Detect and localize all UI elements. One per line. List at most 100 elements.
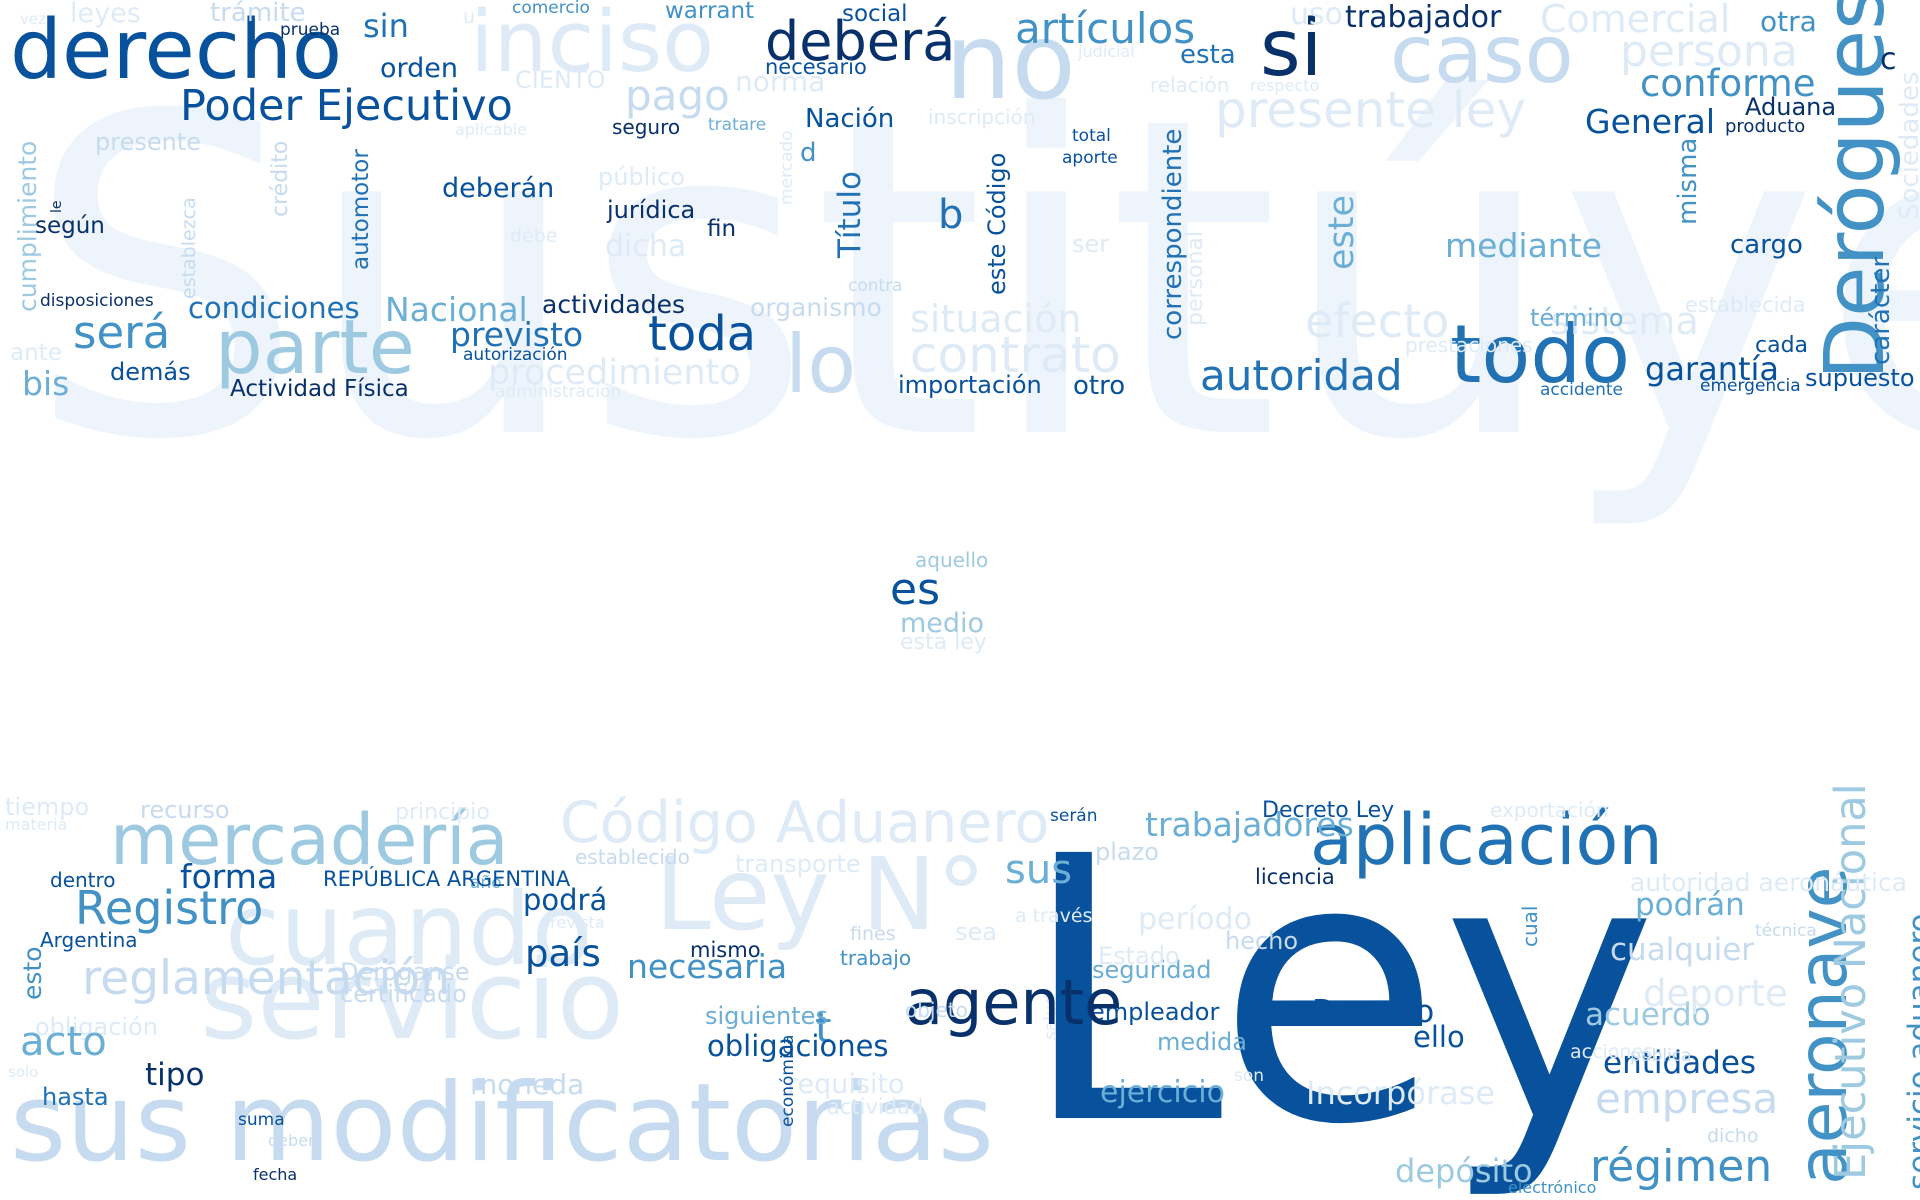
word-fines: fines xyxy=(850,923,896,945)
word-obligaciones: obligaciones xyxy=(707,1029,889,1063)
word-producto: producto xyxy=(1725,116,1806,137)
word-nacion: Nación xyxy=(805,104,895,134)
word-materia: materia xyxy=(5,815,68,834)
word-presente: presente xyxy=(95,128,201,156)
word-esta-ley: esta ley xyxy=(900,630,987,655)
word-sin: sin xyxy=(363,7,409,45)
word-caracter: carácter xyxy=(1866,256,1896,365)
word-tipo: tipo xyxy=(145,1057,205,1093)
word-dicho: dicho xyxy=(1707,1125,1759,1147)
word-no: no xyxy=(945,1,1076,123)
word-disposiciones: disposiciones xyxy=(40,291,154,311)
word-caso: caso xyxy=(1390,8,1574,101)
word-debe: debe xyxy=(510,225,558,247)
word-periodo: período xyxy=(1138,902,1252,937)
word-b: b xyxy=(938,192,964,238)
word-este: este xyxy=(1322,194,1362,270)
word-trabajo: trabajo xyxy=(840,946,912,970)
word-misma: misma xyxy=(1673,137,1703,225)
word-vez: vez xyxy=(20,10,46,28)
word-decreto-ley: Decreto Ley xyxy=(1262,798,1395,823)
word-licencia: licencia xyxy=(1255,865,1335,889)
word-derecho: derecho xyxy=(10,3,343,98)
word-ley: Ley xyxy=(1020,780,1658,1200)
word-regimen: régimen xyxy=(1590,1141,1773,1192)
word-contrato: contrato xyxy=(910,326,1121,384)
word-bis: bis xyxy=(22,364,70,403)
word-empleador: empleador xyxy=(1090,998,1220,1026)
word-sea: sea xyxy=(955,918,997,946)
word-medio: medio xyxy=(900,608,985,639)
word-total: total xyxy=(1072,126,1111,146)
word-prueba: prueba xyxy=(280,20,341,40)
word-parte: parte xyxy=(215,303,415,391)
word-condiciones: condiciones xyxy=(188,291,360,325)
word-es: es xyxy=(890,564,940,615)
word-comercio: comercio xyxy=(512,0,590,18)
word-suma: suma xyxy=(238,1110,285,1130)
word-codigo-aduanero: Código Aduanero xyxy=(560,790,1050,856)
word-decreto: Decreto xyxy=(1312,994,1435,1030)
word-requisito: requisito xyxy=(787,1069,905,1100)
word-credito: crédito xyxy=(268,140,293,217)
word-principio: principio xyxy=(395,800,490,825)
word-establecida: establecida xyxy=(1685,293,1806,317)
word-pais: país xyxy=(525,932,601,975)
word-podra: podrá xyxy=(523,883,608,917)
word-leyes: leyes xyxy=(70,0,141,29)
word-ano: año xyxy=(470,873,502,893)
word-procedimiento: procedimiento xyxy=(488,353,741,393)
word-deberan: deberán xyxy=(442,173,555,204)
word-necesaria: necesaria xyxy=(627,947,788,986)
word-d: d xyxy=(800,138,817,168)
word-lo: lo xyxy=(785,318,857,411)
word-hasta: hasta xyxy=(42,1083,109,1111)
word-cargo: cargo xyxy=(1730,230,1803,260)
word-dentro: dentro xyxy=(50,868,116,892)
word-tramite: trámite xyxy=(210,0,306,28)
word-general: General xyxy=(1585,102,1716,141)
word-plazo: plazo xyxy=(1095,838,1159,866)
word-autoridad-aeronautica: autoridad aeronáutica xyxy=(1630,868,1908,897)
word-norma: norma xyxy=(735,65,826,98)
word-previsto: previsto xyxy=(450,315,584,354)
word-sus: sus xyxy=(1005,847,1073,893)
word-forma: forma xyxy=(180,857,278,896)
word-entidades: entidades xyxy=(1603,1045,1757,1081)
word-solo: solo xyxy=(8,1063,39,1081)
word-conforme: conforme xyxy=(1640,62,1816,105)
word-aquello: aquello xyxy=(915,548,989,572)
word-debera: deberá xyxy=(765,10,956,73)
word-mercado: mercado xyxy=(777,130,797,205)
word-establezca: establezca xyxy=(178,197,200,299)
word-efecto: efecto xyxy=(1305,294,1450,348)
word-mediante: mediante xyxy=(1445,226,1602,265)
word-otro: otro xyxy=(1073,371,1126,401)
word-deben: deben xyxy=(268,1131,319,1150)
word-republica-argentina: REPÚBLICA ARGENTINA xyxy=(323,867,571,891)
word-toda: toda xyxy=(648,306,757,362)
word-ejecutivo-nacional: Ejecutivo Nacional xyxy=(1826,783,1876,1180)
word-warrant: warrant xyxy=(665,0,755,24)
word-inscripcion: inscripción xyxy=(928,105,1036,129)
word-demas: demás xyxy=(110,358,191,386)
word-seguridad: seguridad xyxy=(1092,956,1212,984)
word-le: le xyxy=(49,200,65,213)
word-hecho: hecho xyxy=(1225,927,1299,955)
word-deposito: depósito xyxy=(1395,1152,1533,1190)
word-aplicacion: aplicación xyxy=(1310,799,1663,881)
word-transporte: transporte xyxy=(735,850,861,878)
word-aplicable: aplicable xyxy=(455,120,527,139)
word-respecto: respecto xyxy=(1250,76,1320,95)
word-u: u xyxy=(463,6,476,28)
word-necesario: necesario xyxy=(765,55,867,79)
word-reglamentacion: reglamentación xyxy=(82,951,451,1006)
word-servicio-aduanero: servicio aduanero xyxy=(1902,913,1920,1190)
word-judicial: judicial xyxy=(1078,42,1135,61)
word-orden: orden xyxy=(380,53,459,84)
word-si: si xyxy=(1260,4,1323,94)
word-seguro: seguro xyxy=(612,115,681,139)
word-mismo: mismo xyxy=(690,938,761,962)
word-siguientes: siguientes xyxy=(705,1002,828,1030)
word-cuando: cuando xyxy=(225,871,593,988)
